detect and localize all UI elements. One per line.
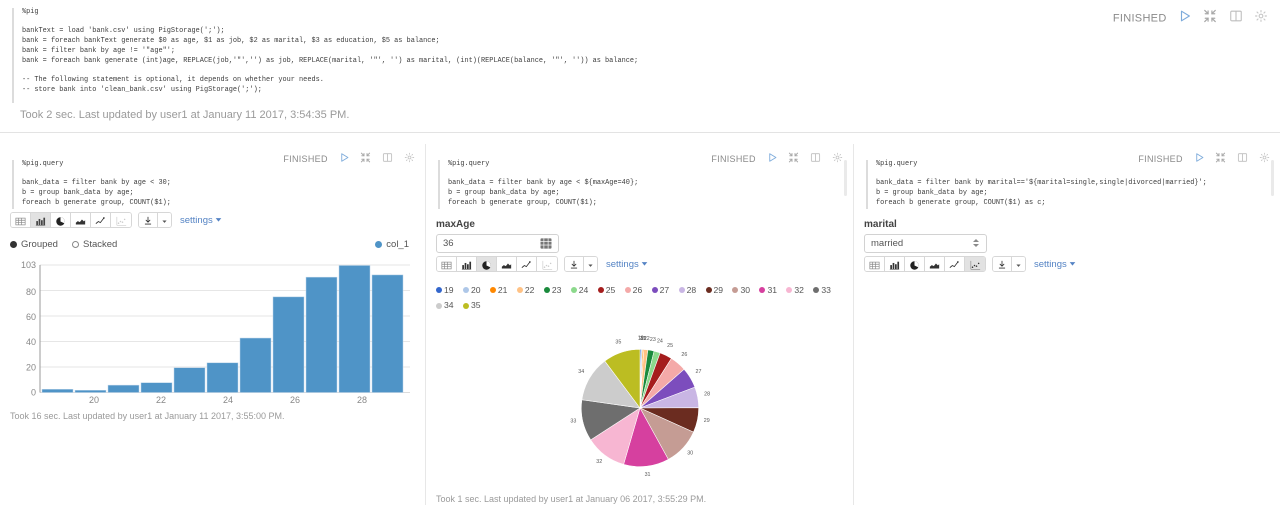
- svg-text:33: 33: [570, 418, 576, 424]
- svg-text:26: 26: [681, 352, 687, 358]
- svg-text:32: 32: [596, 458, 602, 464]
- svg-text:80: 80: [26, 287, 36, 297]
- svg-text:23: 23: [649, 336, 655, 342]
- svg-text:0: 0: [31, 387, 36, 397]
- svg-text:27: 27: [695, 368, 701, 374]
- svg-text:103: 103: [21, 260, 36, 270]
- svg-text:20: 20: [89, 395, 99, 405]
- svg-text:35: 35: [615, 339, 621, 345]
- svg-text:28: 28: [357, 395, 367, 405]
- svg-text:30: 30: [687, 450, 693, 456]
- svg-text:40: 40: [26, 337, 36, 347]
- svg-text:28: 28: [704, 391, 710, 397]
- svg-text:29: 29: [703, 418, 709, 424]
- svg-text:25: 25: [667, 342, 673, 348]
- svg-text:22: 22: [156, 395, 166, 405]
- svg-text:24: 24: [223, 395, 233, 405]
- svg-text:24: 24: [656, 338, 662, 344]
- svg-text:22: 22: [643, 336, 649, 342]
- svg-text:34: 34: [578, 369, 584, 375]
- svg-text:31: 31: [644, 471, 650, 477]
- svg-text:26: 26: [290, 395, 300, 405]
- svg-text:60: 60: [26, 312, 36, 322]
- svg-text:20: 20: [26, 362, 36, 372]
